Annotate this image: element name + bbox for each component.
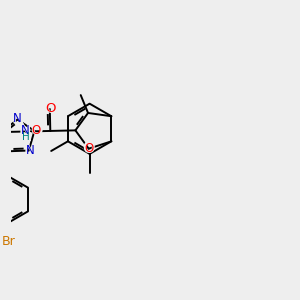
Text: Br: Br (0, 233, 18, 248)
Text: N: N (24, 143, 36, 158)
Text: H: H (21, 131, 32, 144)
Text: O: O (84, 142, 93, 155)
Text: O: O (44, 101, 58, 116)
Text: N: N (21, 124, 30, 137)
Text: O: O (82, 141, 95, 156)
Text: O: O (32, 124, 41, 137)
Text: N: N (11, 111, 24, 126)
Text: O: O (46, 102, 56, 115)
Text: N: N (13, 112, 22, 125)
Text: O: O (30, 123, 43, 138)
Text: N: N (26, 144, 34, 157)
Text: N: N (19, 123, 31, 138)
Text: Br: Br (2, 235, 15, 248)
Text: H: H (22, 132, 30, 142)
